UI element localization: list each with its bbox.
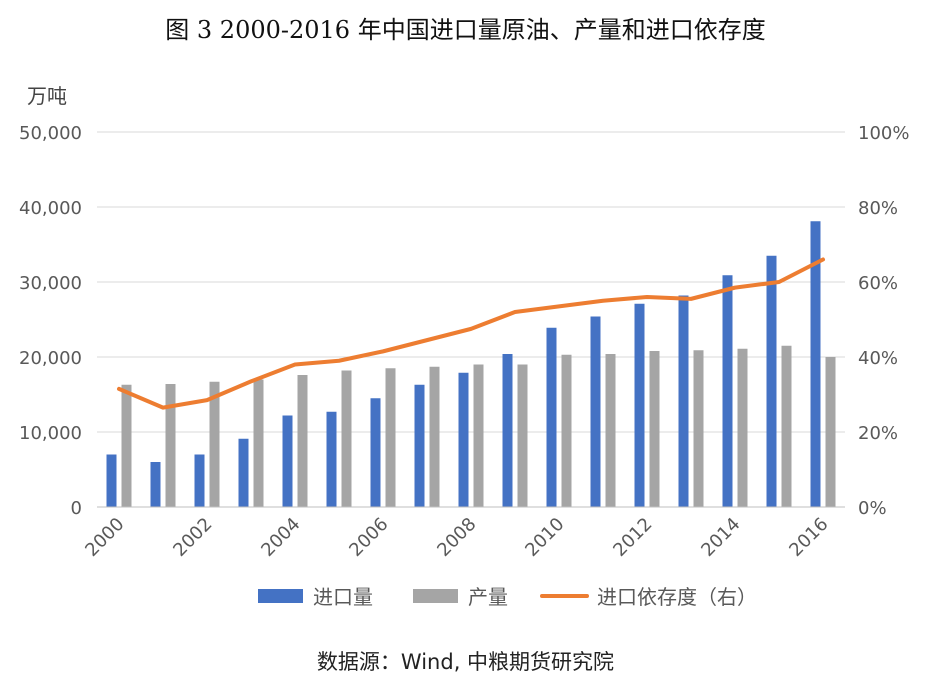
y-left-tick-label: 10,000 bbox=[19, 423, 82, 444]
production-bar bbox=[825, 357, 836, 507]
y-right-tick-label: 100% bbox=[858, 123, 909, 144]
production-bar bbox=[121, 384, 132, 507]
left-axis-unit: 万吨 bbox=[27, 84, 67, 108]
import-bar bbox=[810, 221, 821, 507]
import-bar bbox=[326, 411, 337, 507]
y-right-tick-label: 60% bbox=[858, 273, 898, 294]
production-bar bbox=[781, 345, 792, 507]
y-right-tick-label: 20% bbox=[858, 423, 898, 444]
y-right-tick-label: 80% bbox=[858, 198, 898, 219]
x-tick-label: 2012 bbox=[609, 514, 656, 561]
legend-swatch bbox=[258, 589, 303, 603]
production-bar bbox=[429, 366, 440, 507]
production-bar bbox=[561, 354, 572, 507]
x-tick-label: 2016 bbox=[785, 514, 832, 561]
import-bar bbox=[106, 454, 117, 507]
import-bar bbox=[722, 275, 733, 507]
import-bar bbox=[590, 316, 601, 507]
import-bar bbox=[678, 295, 689, 507]
import-bar bbox=[194, 454, 205, 507]
x-tick-label: 2006 bbox=[345, 514, 392, 561]
x-tick-label: 2004 bbox=[257, 514, 304, 561]
import-bar bbox=[282, 415, 293, 507]
import-bar bbox=[370, 398, 381, 507]
chart-title: 图 3 2000-2016 年中国进口量原油、产量和进口依存度 bbox=[165, 16, 766, 44]
legend-swatch bbox=[413, 589, 458, 603]
x-tick-label: 2014 bbox=[697, 514, 744, 561]
y-right-tick-label: 40% bbox=[858, 348, 898, 369]
x-tick-label: 2008 bbox=[433, 514, 480, 561]
y-left-tick-label: 0 bbox=[71, 498, 82, 519]
x-tick-label: 2002 bbox=[169, 514, 216, 561]
production-bar bbox=[209, 381, 220, 507]
y-left-tick-label: 30,000 bbox=[19, 273, 82, 294]
import-bar bbox=[414, 384, 425, 507]
production-bar bbox=[737, 348, 748, 507]
production-bar bbox=[693, 350, 704, 507]
import-bar bbox=[150, 462, 161, 507]
production-bar bbox=[517, 364, 528, 507]
import-bar bbox=[634, 303, 645, 507]
import-bar bbox=[502, 354, 513, 507]
x-tick-label: 2000 bbox=[81, 514, 128, 561]
y-left-tick-label: 20,000 bbox=[19, 348, 82, 369]
production-bar bbox=[605, 354, 616, 507]
production-bar bbox=[165, 384, 176, 507]
production-bar bbox=[341, 370, 352, 507]
y-left-tick-label: 40,000 bbox=[19, 198, 82, 219]
import-bar bbox=[766, 255, 777, 507]
production-bar bbox=[473, 364, 484, 507]
import-bar bbox=[238, 438, 249, 507]
x-tick-label: 2010 bbox=[521, 514, 568, 561]
production-bar bbox=[253, 379, 264, 507]
y-left-tick-label: 50,000 bbox=[19, 123, 82, 144]
import-bar bbox=[458, 372, 469, 507]
y-right-tick-label: 0% bbox=[858, 498, 887, 519]
legend-label: 产量 bbox=[468, 585, 508, 609]
source-note: 数据源：Wind, 中粮期货研究院 bbox=[316, 650, 615, 674]
production-bar bbox=[649, 351, 660, 507]
import-bar bbox=[546, 327, 557, 507]
production-bar bbox=[297, 375, 308, 507]
legend-label: 进口依存度（右） bbox=[597, 585, 757, 609]
dependency-ratio-line bbox=[117, 257, 825, 410]
production-bar bbox=[385, 368, 396, 507]
legend-label: 进口量 bbox=[313, 585, 373, 609]
